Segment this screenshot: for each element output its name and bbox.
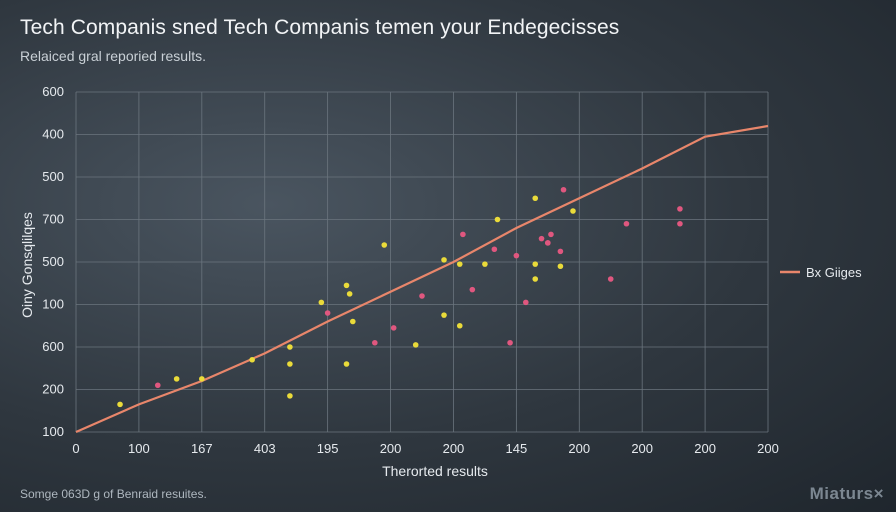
yellow-data-point [441, 312, 447, 318]
yellow-data-point [346, 291, 353, 297]
pink-data-point [557, 248, 564, 255]
x-axis-ticks: 0 100 167 403 195 200 200 145 200 200 200 200 [72, 441, 778, 456]
yellow-data-point [173, 376, 180, 382]
y-axis-ticks: 600 400 500 700 500 100 600 200 100 [42, 84, 64, 439]
x-tick-label: 403 [254, 441, 276, 456]
yellow-data-point [412, 342, 419, 348]
pink-data-point [538, 235, 545, 242]
yellow-data-point [318, 299, 325, 306]
yellow-data-point [456, 261, 463, 267]
x-tick-label: 200 [568, 441, 590, 456]
yellow-data-point [249, 356, 255, 363]
pink-data-point [677, 206, 683, 212]
yellow-data-point [532, 261, 539, 267]
source-note: Somge 063D g of Benraid resuites. [20, 487, 207, 501]
pink-data-point [469, 286, 476, 293]
y-tick-label: 400 [42, 127, 64, 142]
pink-data-point [324, 310, 331, 316]
yellow-data-point [441, 257, 447, 263]
brand-watermark: Miaturs× [809, 484, 884, 503]
x-tick-label: 200 [694, 441, 716, 456]
y-tick-label: 500 [42, 169, 64, 184]
y-tick-label: 200 [42, 382, 64, 397]
pink-data-point [372, 339, 378, 346]
yellow-data-point [343, 282, 350, 289]
pink-data-point [419, 293, 425, 299]
y-tick-label: 600 [42, 84, 64, 99]
chart-title: Tech Companis sned Tech Companis temen y… [20, 16, 620, 39]
yellow-data-point [287, 393, 293, 399]
yellow-data-point [482, 261, 488, 267]
x-tick-label: 200 [631, 441, 653, 456]
x-tick-label: 145 [506, 441, 528, 456]
legend-label: Bx Giiges [806, 265, 862, 280]
y-axis-label: Oiny Gonsqlilqes [19, 212, 35, 318]
legend: Bx Giiges [780, 265, 862, 280]
x-axis-label: Therorted results [382, 463, 488, 479]
x-tick-label: 195 [317, 441, 339, 456]
pink-data-point [154, 382, 161, 389]
x-tick-label: 167 [191, 441, 213, 456]
x-tick-label: 0 [72, 441, 79, 456]
pink-data-point [460, 231, 466, 238]
yellow-data-point [532, 195, 539, 202]
pink-data-point [513, 252, 520, 259]
trend-line [75, 124, 769, 434]
yellow-data-point [343, 361, 350, 367]
x-tick-label: 200 [380, 441, 402, 456]
data-points [117, 186, 683, 408]
yellow-data-point [557, 263, 564, 270]
yellow-data-point [117, 401, 123, 408]
grid [75, 91, 769, 433]
y-tick-label: 100 [42, 297, 64, 312]
y-tick-label: 700 [42, 212, 64, 227]
pink-data-point [607, 276, 614, 282]
yellow-data-point [494, 216, 501, 223]
pink-data-point [523, 299, 529, 306]
y-tick-label: 100 [42, 424, 64, 439]
pink-data-point [623, 220, 630, 227]
yellow-data-point [199, 376, 205, 382]
y-tick-label: 600 [42, 339, 64, 354]
pink-data-point [560, 186, 567, 193]
pink-data-point [390, 325, 397, 331]
pink-data-point [548, 231, 554, 238]
yellow-data-point [287, 344, 293, 350]
yellow-data-point [350, 318, 356, 325]
x-tick-label: 100 [128, 441, 150, 456]
x-tick-label: 200 [443, 441, 465, 456]
pink-data-point [677, 220, 683, 227]
yellow-data-point [287, 361, 293, 367]
yellow-data-point [381, 242, 388, 248]
chart-subtitle: Relaiced gral reporied results. [20, 48, 206, 64]
pink-data-point [491, 246, 498, 253]
yellow-data-point [570, 208, 576, 214]
y-tick-label: 500 [42, 254, 64, 269]
yellow-data-point [456, 322, 463, 329]
pink-data-point [507, 339, 513, 346]
yellow-data-point [532, 276, 539, 282]
x-tick-label: 200 [757, 441, 779, 456]
pink-data-point [545, 240, 551, 246]
